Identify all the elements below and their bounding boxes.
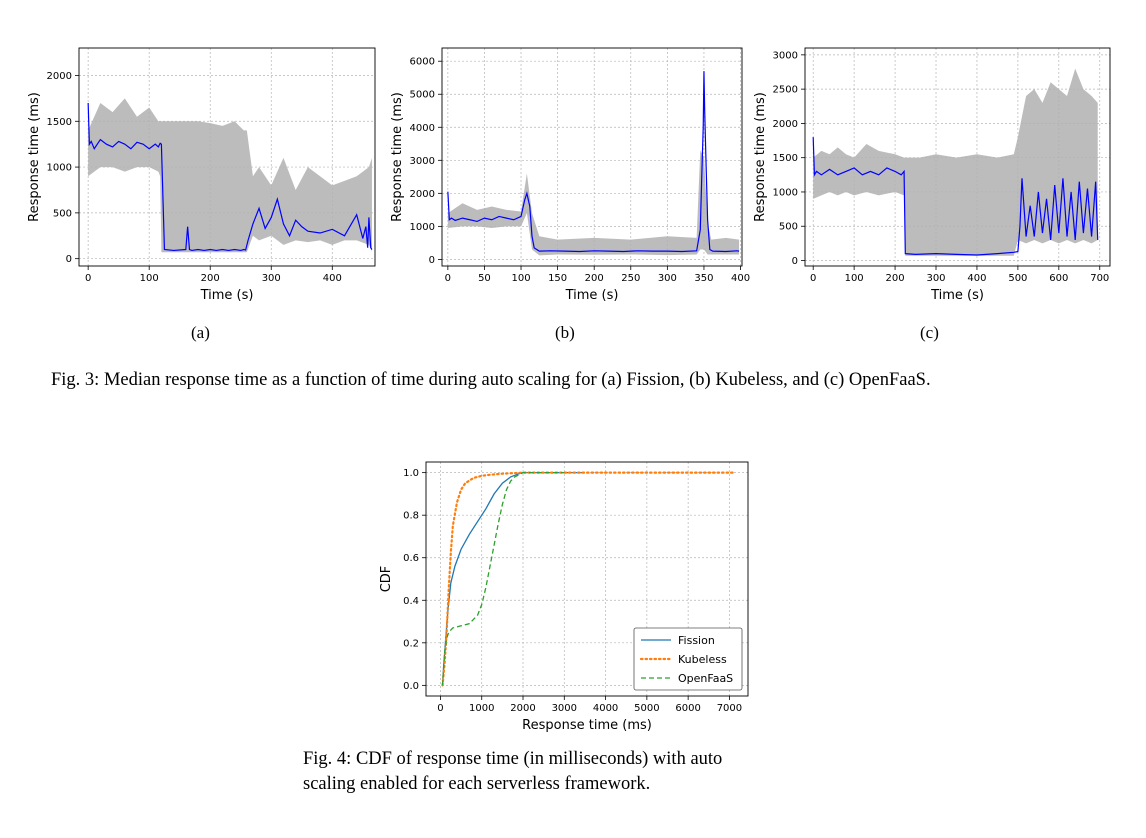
x-tick-label: 5000: [634, 703, 659, 714]
kubeless-line: [441, 471, 735, 687]
figure3-caption: Fig. 3: Median response time as a functi…: [51, 370, 931, 390]
y-tick-label: 5000: [410, 90, 435, 101]
y-tick-label: 0.6: [403, 553, 419, 564]
figure4-caption-line-2: scaling enabled for each serverless fram…: [303, 774, 651, 794]
y-tick-label: 2000: [47, 71, 72, 82]
variance-band: [447, 150, 740, 256]
subfigure-label-b: (b): [555, 323, 575, 342]
y-tick-label: 1000: [47, 163, 72, 174]
y-tick-label: 0: [66, 254, 72, 265]
x-tick-label: 7000: [717, 703, 742, 714]
plot-frame: [441, 47, 743, 267]
x-tick-label: 300: [658, 273, 677, 284]
y-tick-label: 1500: [773, 153, 798, 164]
x-tick-label: 400: [323, 273, 342, 284]
y-tick-label: 3000: [773, 50, 798, 61]
x-tick-label: 3000: [552, 703, 577, 714]
legend-label: Fission: [678, 634, 715, 647]
x-tick-label: 50: [478, 273, 491, 284]
y-tick-label: 500: [779, 222, 798, 233]
y-axis-label: Response time (ms): [390, 92, 405, 222]
median-line: [447, 71, 740, 253]
x-tick-label: 100: [845, 273, 864, 284]
y-tick-label: 1000: [773, 187, 798, 198]
y-tick-label: 0.0: [403, 681, 419, 692]
figure3-panel-c: 0 100 200 300 400 500 600 700 0 500 1000 1500 2000 25…: [753, 0, 1146, 315]
y-tick-label: 1500: [47, 117, 72, 128]
x-tick-label: 350: [694, 273, 713, 284]
y-tick-label: 1000: [410, 222, 435, 233]
x-axis-label: Time (s): [930, 288, 984, 303]
y-tick-label: 0.8: [403, 511, 419, 522]
x-tick-label: 2000: [510, 703, 535, 714]
fission-line: [441, 471, 585, 686]
figure4-caption: Fig. 4: CDF of response time (in millise…: [303, 747, 722, 797]
chart-c: 0 100 200 300 400 500 600 700 0 500 1000 1500 2000 25…: [753, 47, 1111, 303]
legend-label: Kubeless: [678, 653, 727, 666]
y-tick-label: 4000: [410, 123, 435, 134]
x-tick-label: 300: [262, 273, 281, 284]
y-tick-label: 500: [53, 208, 72, 219]
x-tick-label: 300: [926, 273, 945, 284]
x-tick-label: 400: [731, 273, 750, 284]
variance-band: [88, 98, 372, 253]
plot-frame: [804, 47, 1111, 267]
y-tick-label: 6000: [410, 57, 435, 68]
variance-band: [813, 68, 1098, 256]
x-axis-label: Time (s): [565, 288, 619, 303]
y-tick-label: 2000: [773, 119, 798, 130]
y-tick-label: 0.4: [403, 596, 419, 607]
y-tick-label: 0: [429, 255, 435, 266]
y-axis-label: CDF: [379, 566, 394, 593]
x-tick-label: 0: [437, 703, 443, 714]
figure3-panel-b: 0 50 100 150 200 250 300 350 400 0 1000 2000 3000 400…: [380, 0, 760, 315]
legend: Fission Kubeless OpenFaaS: [633, 627, 743, 691]
median-line: [87, 102, 373, 252]
figure3-panel-a: 0 100 200 300 400 0 500 1000 1500 2000 Time (s) Res…: [0, 0, 380, 315]
y-tick-label: 3000: [410, 156, 435, 167]
x-tick-label: 400: [967, 273, 986, 284]
x-axis-label: Time (s): [200, 288, 254, 303]
chart-b: 0 50 100 150 200 250 300 350 4000100020003000400…: [390, 47, 750, 303]
x-tick-label: 700: [1090, 273, 1109, 284]
x-tick-label: 0: [445, 273, 451, 284]
x-tick-label: 1000: [469, 703, 494, 714]
legend-box: [633, 627, 743, 691]
x-tick-label: 0: [85, 273, 91, 284]
x-tick-label: 6000: [675, 703, 700, 714]
x-tick-label: 4000: [593, 703, 618, 714]
x-tick-label: 600: [1049, 273, 1068, 284]
x-axis-label: Response time (ms): [522, 718, 652, 733]
x-tick-label: 200: [585, 273, 604, 284]
chart-a: 0 100 200 300 400 0 500 1000 1500 2000 Time (s) Res…: [27, 47, 376, 303]
x-tick-label: 100: [511, 273, 530, 284]
y-tick-label: 0.2: [403, 638, 419, 649]
x-tick-label: 500: [1008, 273, 1027, 284]
legend-label: OpenFaaS: [678, 672, 733, 685]
x-tick-label: 200: [886, 273, 905, 284]
x-tick-label: 0: [810, 273, 816, 284]
x-tick-label: 250: [621, 273, 640, 284]
plot-frame: [425, 461, 749, 697]
figure4-chart: 0 1000 2000 3000 4000 5000 6000 7000 0.0 0.2 0.4 0.…: [370, 450, 760, 740]
y-tick-label: 2000: [410, 189, 435, 200]
x-tick-label: 150: [548, 273, 567, 284]
x-tick-label: 100: [140, 273, 159, 284]
y-axis-label: Response time (ms): [753, 92, 768, 222]
median-line: [812, 137, 1099, 256]
x-tick-label: 200: [201, 273, 220, 284]
subfigure-label-a: (a): [191, 323, 210, 342]
y-tick-label: 2500: [773, 85, 798, 96]
plot-frame: [78, 47, 376, 267]
subfigure-label-c: (c): [920, 323, 939, 342]
y-tick-label: 1.0: [403, 468, 419, 479]
y-axis-label: Response time (ms): [27, 92, 42, 222]
cdf-chart: 0 1000 2000 3000 4000 5000 6000 7000 0.0 0.2 0.4 0.…: [379, 461, 749, 733]
figure4-caption-line-1: Fig. 4: CDF of response time (in millise…: [303, 749, 723, 769]
openfaas-line: [441, 471, 565, 686]
y-tick-label: 0: [792, 256, 798, 267]
